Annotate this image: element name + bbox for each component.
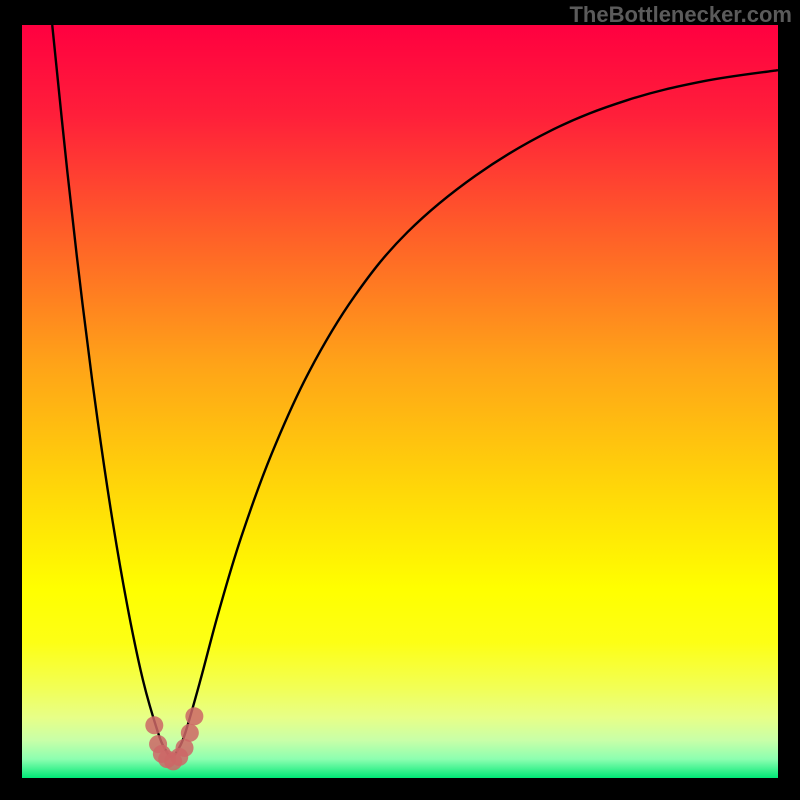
plot-background [22,25,778,778]
bottleneck-chart: TheBottlenecker.com [0,0,800,800]
chart-svg [0,0,800,800]
data-marker [181,724,199,742]
data-marker [185,707,203,725]
data-marker [145,716,163,734]
